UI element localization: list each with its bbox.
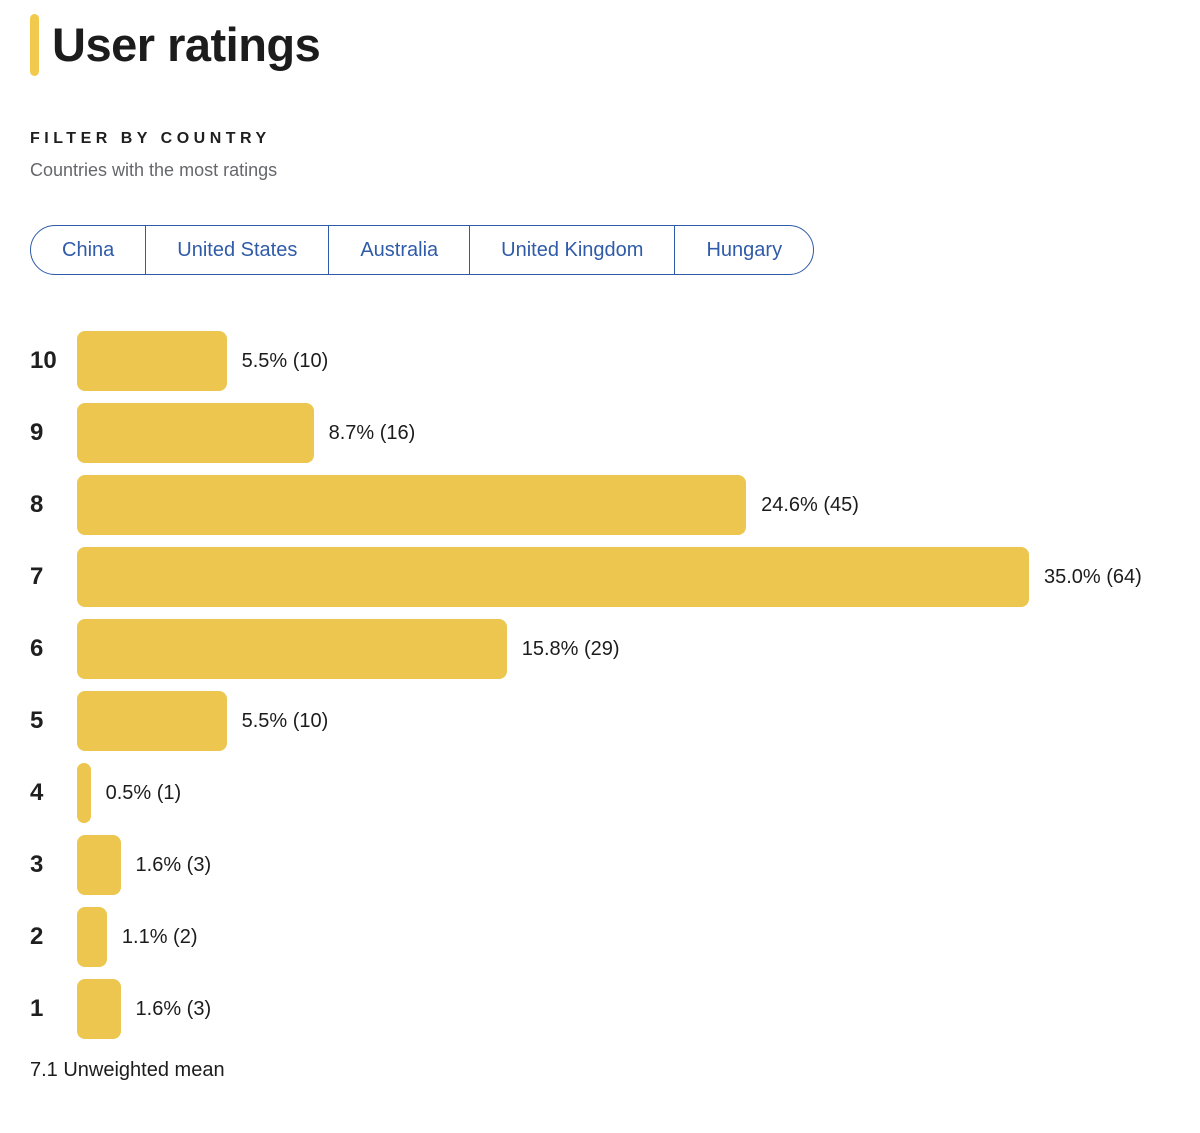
title-accent-bar: [30, 14, 39, 76]
rating-value-label: 15.8% (29): [521, 637, 620, 660]
rating-category-label: 7: [30, 563, 44, 590]
rating-row-6: 6 15.8% (29): [30, 619, 1170, 679]
rating-row-2: 2 1.1% (2): [30, 907, 1170, 967]
rating-bar-1[interactable]: [77, 979, 121, 1039]
country-filter-united-states[interactable]: United States: [146, 226, 330, 274]
ratings-histogram: 10 5.5% (10) 9 8.7% (16) 8 24.6% (45) 7 35.0% (…: [30, 331, 1170, 1039]
rating-bar-6[interactable]: [77, 619, 507, 679]
rating-value-label: 1.6% (3): [135, 853, 212, 876]
rating-row-3: 3 1.6% (3): [30, 835, 1170, 895]
page-title: User ratings: [52, 18, 321, 71]
rating-bar-2[interactable]: [77, 907, 107, 967]
country-filter-hungary[interactable]: Hungary: [675, 226, 813, 274]
rating-bar-10[interactable]: [77, 331, 227, 391]
rating-category-label: 4: [30, 779, 44, 806]
rating-value-label: 8.7% (16): [328, 421, 416, 444]
rating-row-4: 4 0.5% (1): [30, 763, 1170, 823]
rating-row-7: 7 35.0% (64): [30, 547, 1170, 607]
rating-value-label: 24.6% (45): [761, 493, 859, 516]
rating-row-5: 5 5.5% (10): [30, 691, 1170, 751]
rating-value-label: 35.0% (64): [1044, 565, 1142, 588]
country-filter-australia[interactable]: Australia: [329, 226, 471, 274]
rating-category-label: 3: [30, 851, 44, 878]
rating-value-label: 5.5% (10): [241, 349, 329, 372]
rating-row-9: 9 8.7% (16): [30, 403, 1170, 463]
rating-bar-4[interactable]: [77, 763, 91, 823]
rating-category-label: 1: [30, 995, 44, 1022]
rating-bar-5[interactable]: [77, 691, 227, 751]
filter-subheading: Countries with the most ratings: [30, 160, 278, 180]
rating-category-label: 10: [30, 347, 57, 374]
rating-category-label: 9: [30, 419, 44, 446]
rating-category-label: 6: [30, 635, 44, 662]
rating-row-10: 10 5.5% (10): [30, 331, 1170, 391]
rating-row-8: 8 24.6% (45): [30, 475, 1170, 535]
rating-value-label: 1.1% (2): [121, 925, 198, 948]
rating-category-label: 8: [30, 491, 44, 518]
unweighted-mean-label: 7.1 Unweighted mean: [30, 1059, 225, 1081]
rating-bar-3[interactable]: [77, 835, 121, 895]
page-header: User ratings: [30, 14, 1170, 76]
filter-by-country-heading: FILTER BY COUNTRY: [30, 130, 271, 147]
country-filter-group: China United States Australia United Kingdo…: [30, 225, 815, 275]
rating-bar-9[interactable]: [77, 403, 314, 463]
rating-category-label: 2: [30, 923, 44, 950]
rating-value-label: 5.5% (10): [241, 709, 329, 732]
rating-category-label: 5: [30, 707, 44, 734]
rating-bar-8[interactable]: [77, 475, 747, 535]
rating-bar-7[interactable]: [77, 547, 1029, 607]
country-filter-china[interactable]: China: [31, 226, 147, 274]
country-filter-united-kingdom[interactable]: United Kingdom: [470, 226, 676, 274]
rating-value-label: 1.6% (3): [135, 997, 212, 1020]
rating-row-1: 1 1.6% (3): [30, 979, 1170, 1039]
rating-value-label: 0.5% (1): [105, 781, 182, 804]
